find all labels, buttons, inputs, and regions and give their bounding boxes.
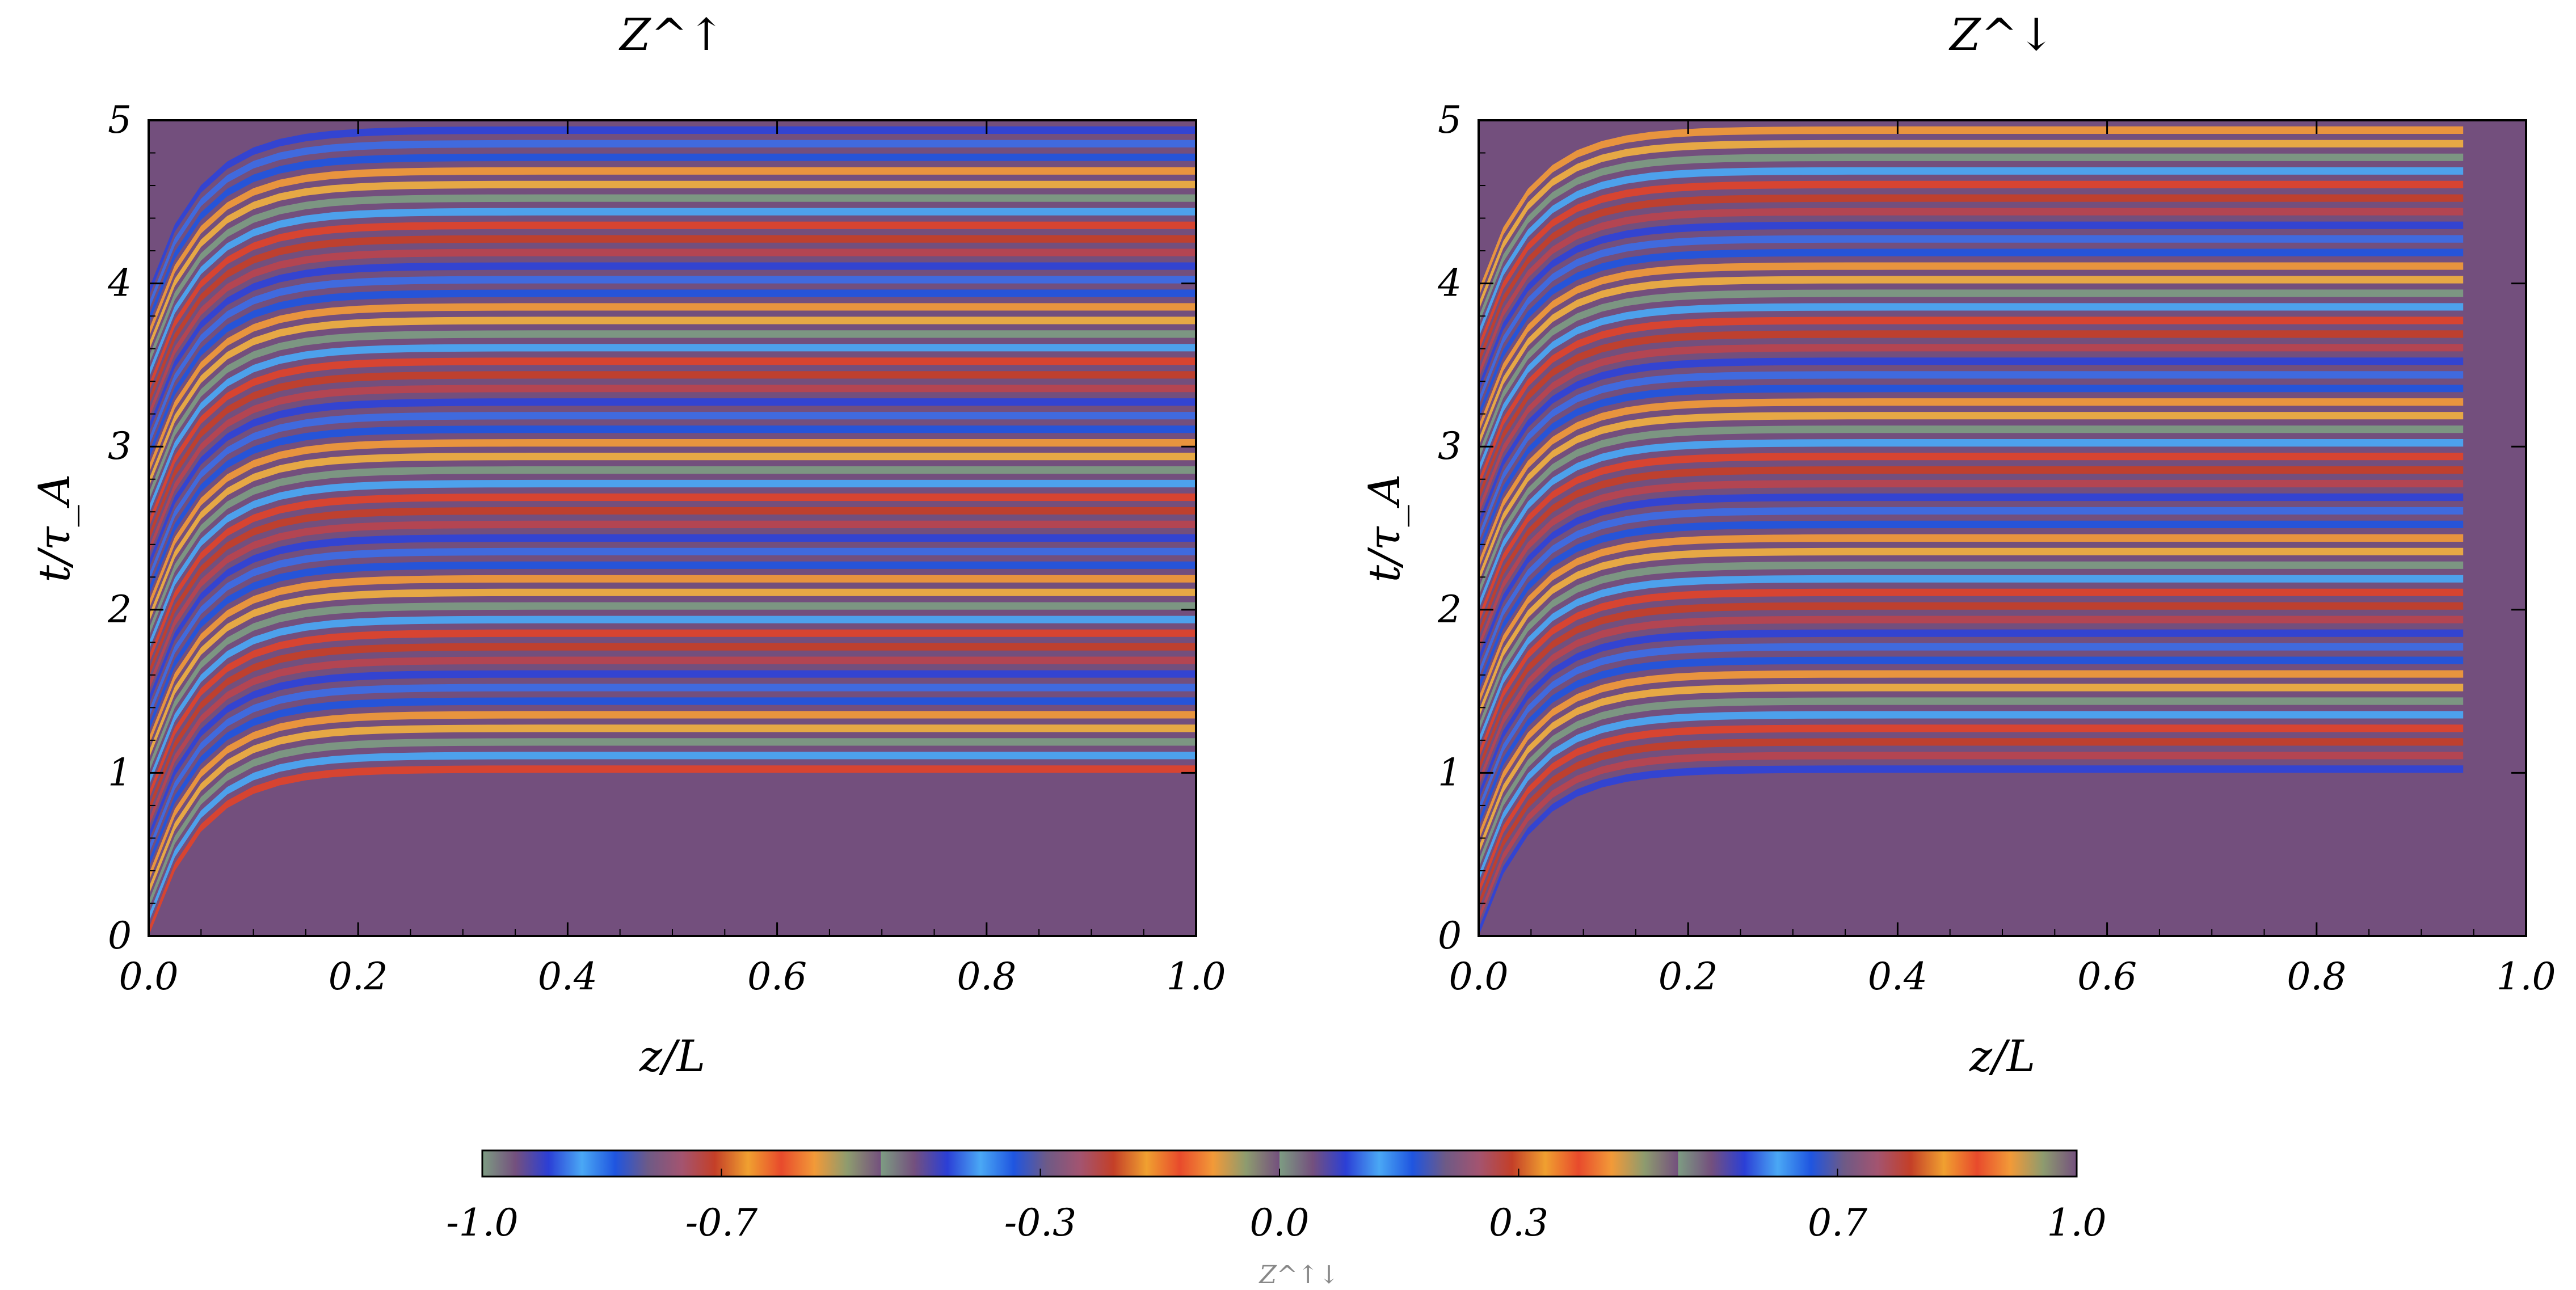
y-tick-label: 4 [107,262,132,305]
y-axis-label-up: t/τ_A [29,474,79,582]
x-tick-label: 0.6 [747,955,807,998]
y-tick-label: 3 [1438,424,1462,468]
x-tick-label: 0.4 [538,955,597,998]
x-tick-label: 0.4 [1868,955,1927,998]
colorbar-tick-label: -0.7 [685,1201,757,1245]
y-tick-label: 2 [107,588,132,631]
tick-layer-up: 0.0 0.2 0.4 0.6 0.8 1.0 0 1 2 3 4 5 [107,98,1226,998]
colorbar-label: Z^↑↓ [1258,1261,1339,1289]
colorbar-tick-label: 0.3 [1489,1201,1548,1245]
x-tick-label: 0.0 [1449,955,1509,998]
x-tick-label: 0.8 [957,955,1016,998]
y-tick-label: 1 [1438,751,1462,794]
x-tick-label: 0.2 [1659,955,1718,998]
y-tick-label: 2 [1437,588,1462,631]
y-tick-label: 3 [108,424,132,468]
y-axis-label-down: t/τ_A [1359,474,1409,582]
colorbar-tick-label: 1.0 [2047,1201,2107,1245]
y-tick-label: 0 [1438,914,1462,958]
panel-title-down: Z^↓ [1948,10,2055,61]
colorbar-tick-layer: -1.0 -0.7 -0.3 0.0 0.3 0.7 1.0 [446,1169,2106,1245]
x-tick-label: 1.0 [1167,955,1226,998]
colorbar-tick-label: -1.0 [446,1201,518,1245]
heatmap-panel-up: 0.0 0.2 0.4 0.6 0.8 1.0 0 1 2 3 4 5 [107,98,1226,998]
panel-title-up: Z^↑ [618,10,725,61]
colorbar: -1.0 -0.7 -0.3 0.0 0.3 0.7 1.0 Z^↑↓ [446,1149,2106,1289]
x-tick-label: 0.6 [2077,955,2137,998]
x-tick-label: 0.8 [2287,955,2346,998]
x-tick-label: 1.0 [2497,955,2556,998]
x-tick-label: 0.0 [119,955,179,998]
y-tick-label: 1 [108,751,132,794]
y-tick-label: 5 [108,98,132,142]
tick-layer-down: 0.0 0.2 0.4 0.6 0.8 1.0 0 1 2 3 4 5 [1437,98,2556,998]
x-tick-label: 0.2 [329,955,388,998]
colorbar-tick-label: -0.3 [1004,1201,1076,1245]
y-tick-label: 0 [108,914,132,958]
colorbar-tick-label: 0.0 [1250,1201,1310,1245]
y-tick-label: 4 [1437,262,1462,305]
colorbar-tick-label: 0.7 [1808,1201,1867,1245]
x-axis-label-down: z/L [1969,1031,2035,1081]
y-tick-label: 5 [1438,98,1462,142]
x-axis-label-up: z/L [639,1031,705,1081]
heatmap-panel-down: 0.0 0.2 0.4 0.6 0.8 1.0 0 1 2 3 4 5 [1437,98,2556,998]
